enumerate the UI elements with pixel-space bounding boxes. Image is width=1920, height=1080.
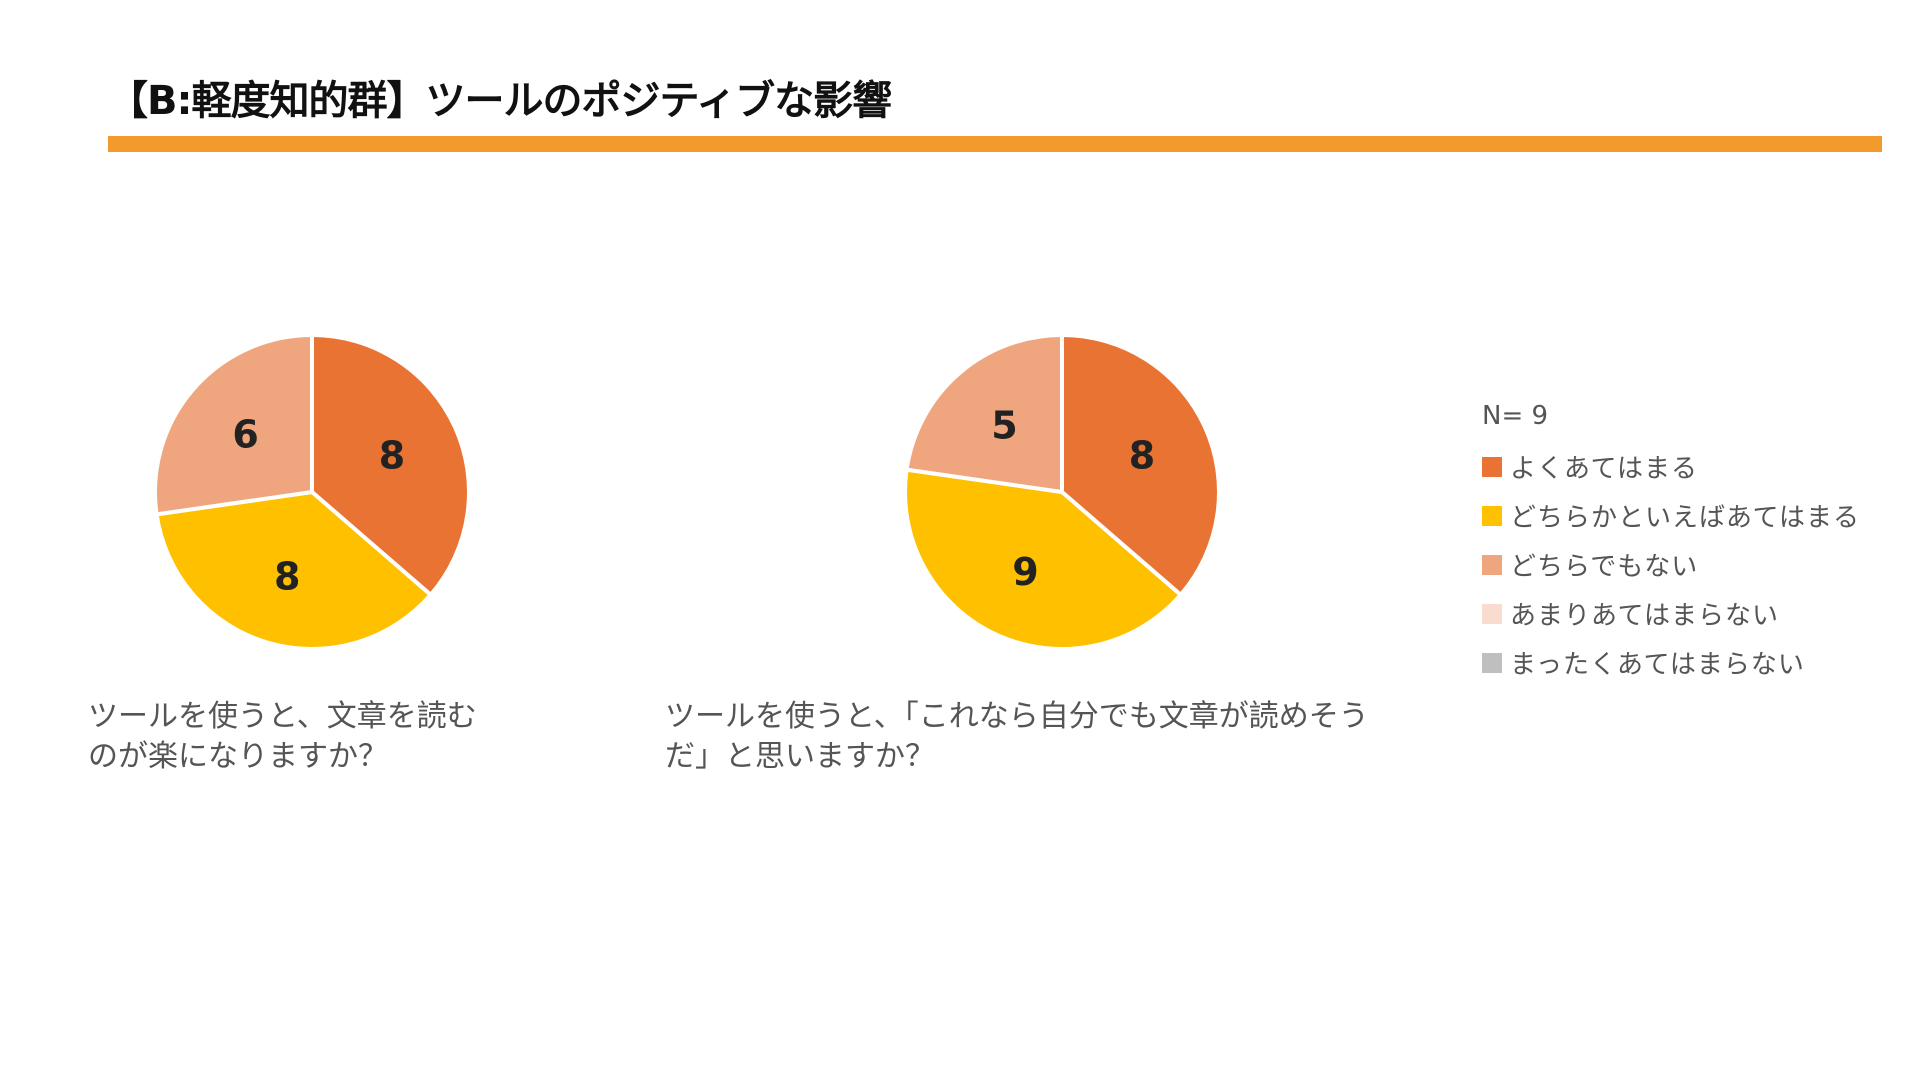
legend-item: あまりあてはまらない — [1482, 589, 1860, 638]
legend-label: あまりあてはまらない — [1510, 601, 1779, 631]
pie-slice-value-label: 8 — [379, 433, 405, 477]
legend-item: よくあてはまる — [1482, 442, 1860, 491]
legend-swatch — [1482, 554, 1502, 575]
chart-2-caption: ツールを使うと、「これなら自分でも文章が読めそう だ」と思いますか？ — [665, 699, 1369, 774]
legend-swatch — [1482, 652, 1502, 673]
legend-swatch — [1482, 505, 1502, 526]
pie-slice — [903, 467, 1184, 651]
legend-item: どちらでもない — [1482, 540, 1860, 589]
legend-label: どちらかといえばあてはまる — [1510, 503, 1860, 533]
pie-slice-value-label: 9 — [1012, 550, 1038, 594]
pie-slice — [1060, 332, 1221, 598]
legend-item: まったくあてはまらない — [1482, 638, 1860, 687]
chart-1-caption: ツールを使うと、文章を読む のが楽になりますか？ — [88, 699, 477, 774]
title-underline-bar — [108, 136, 1882, 152]
pie-slice — [310, 332, 471, 598]
pie-slice — [154, 489, 434, 651]
slide-title: 【B:軽度知的群】ツールのポジティブな影響 — [108, 78, 892, 124]
pie-slice-value-label: 6 — [232, 412, 258, 456]
legend-sample-size: N= 9 — [1482, 401, 1549, 431]
pie-slice-value-label: 5 — [991, 404, 1017, 448]
pie-slice-value-label: 8 — [274, 554, 300, 598]
legend-swatch — [1482, 603, 1502, 624]
legend-label: どちらでもない — [1510, 552, 1699, 582]
legend-label: よくあてはまる — [1510, 454, 1698, 484]
pie-slice — [153, 332, 314, 517]
legend: N= 9 よくあてはまる どちらかといえばあてはまる どちらでもない あまりあて… — [1482, 398, 1860, 687]
pie-slice-value-label: 8 — [1129, 433, 1155, 477]
pie-slice — [904, 332, 1064, 495]
legend-label: まったくあてはまらない — [1510, 650, 1805, 680]
legend-swatch — [1482, 456, 1502, 477]
legend-item: どちらかといえばあてはまる — [1482, 491, 1860, 540]
